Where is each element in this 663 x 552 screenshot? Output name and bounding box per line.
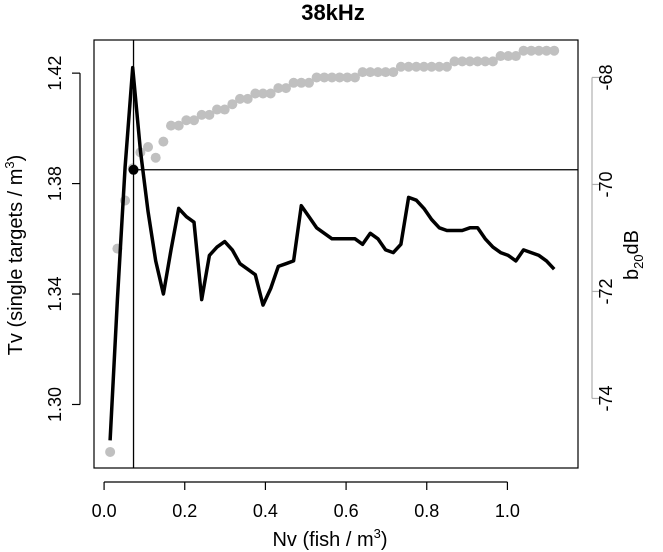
b20-point xyxy=(487,56,498,67)
b20-point xyxy=(196,109,207,120)
y-right-tick-label: -70 xyxy=(596,171,616,197)
b20-point xyxy=(526,45,537,56)
x-tick-label: 1.0 xyxy=(495,501,520,521)
b20-point xyxy=(311,72,322,83)
b20-point xyxy=(326,72,337,83)
b20-point xyxy=(296,77,307,88)
b20-point xyxy=(173,120,184,131)
b20-point xyxy=(426,61,437,72)
b20-point xyxy=(242,93,253,104)
b20-point xyxy=(181,115,192,126)
y-right-tick-label: -72 xyxy=(596,278,616,304)
b20-point xyxy=(204,109,215,120)
chart-title: 38kHz xyxy=(301,0,365,25)
b20-point xyxy=(265,88,276,99)
y-left-tick-label: 1.34 xyxy=(45,277,65,312)
y-left-tick-label: 1.42 xyxy=(45,56,65,91)
b20-point xyxy=(349,72,360,83)
b20-point xyxy=(257,88,268,99)
b20-point xyxy=(495,51,506,62)
b20-point xyxy=(227,99,238,110)
b20-point xyxy=(503,51,514,62)
x-axis-label: Nv (fish / m3) xyxy=(272,526,387,551)
b20-point xyxy=(250,88,261,99)
b20-point xyxy=(411,61,422,72)
b20-point xyxy=(480,56,491,67)
b20-point xyxy=(541,45,552,56)
y-left-tick-label: 1.38 xyxy=(45,166,65,201)
b20-point xyxy=(219,104,230,115)
x-tick-label: 0.6 xyxy=(334,501,359,521)
tv-line xyxy=(108,65,556,441)
plot-frame xyxy=(93,39,579,469)
b20-point xyxy=(105,446,116,457)
b20-point xyxy=(472,56,483,67)
y-axis-right-label: b20dB xyxy=(621,230,646,280)
x-tick-label: 0.8 xyxy=(414,501,439,521)
y-left-tick-label: 1.30 xyxy=(45,387,65,422)
b20-point xyxy=(150,152,161,163)
b20-point xyxy=(510,51,521,62)
b20-point xyxy=(235,93,246,104)
y-right-tick-label: -68 xyxy=(596,64,616,90)
x-tick-label: 0.4 xyxy=(253,501,278,521)
b20-point xyxy=(388,67,399,78)
y-right-tick-label: -74 xyxy=(596,385,616,411)
b20-point xyxy=(441,61,452,72)
b20-point xyxy=(395,61,406,72)
b20-point xyxy=(449,56,460,67)
b20-point xyxy=(189,115,200,126)
b20-point xyxy=(457,56,468,67)
plot-area: 0.0 0.2 0.4 0.6 0.8 1.0 1.30 1.34 1.38 1.42 -74 -72… xyxy=(45,39,616,521)
y-axis-left-label: Tv (single targets / m3) xyxy=(2,155,27,356)
b20-point xyxy=(549,45,560,56)
b20-point xyxy=(434,61,445,72)
b20-point xyxy=(303,77,314,88)
x-tick-label: 0.2 xyxy=(172,501,197,521)
reference-point xyxy=(128,164,139,175)
b20-point xyxy=(342,72,353,83)
b20-point xyxy=(158,136,169,147)
b20-point xyxy=(365,67,376,78)
x-tick-label: 0.0 xyxy=(92,501,117,521)
b20-point xyxy=(518,45,529,56)
b20-point xyxy=(403,61,414,72)
b20-point xyxy=(533,45,544,56)
b20-point xyxy=(288,77,299,88)
b20-point xyxy=(418,61,429,72)
b20-point xyxy=(380,67,391,78)
b20-point xyxy=(280,83,291,94)
b20-point xyxy=(166,120,177,131)
b20-point xyxy=(357,67,368,78)
b20-point xyxy=(334,72,345,83)
b20-point xyxy=(464,56,475,67)
b20-point xyxy=(273,83,284,94)
b20-point xyxy=(143,142,154,152)
b20-point xyxy=(372,67,383,78)
b20-point xyxy=(319,72,330,83)
b20-point xyxy=(212,104,223,115)
